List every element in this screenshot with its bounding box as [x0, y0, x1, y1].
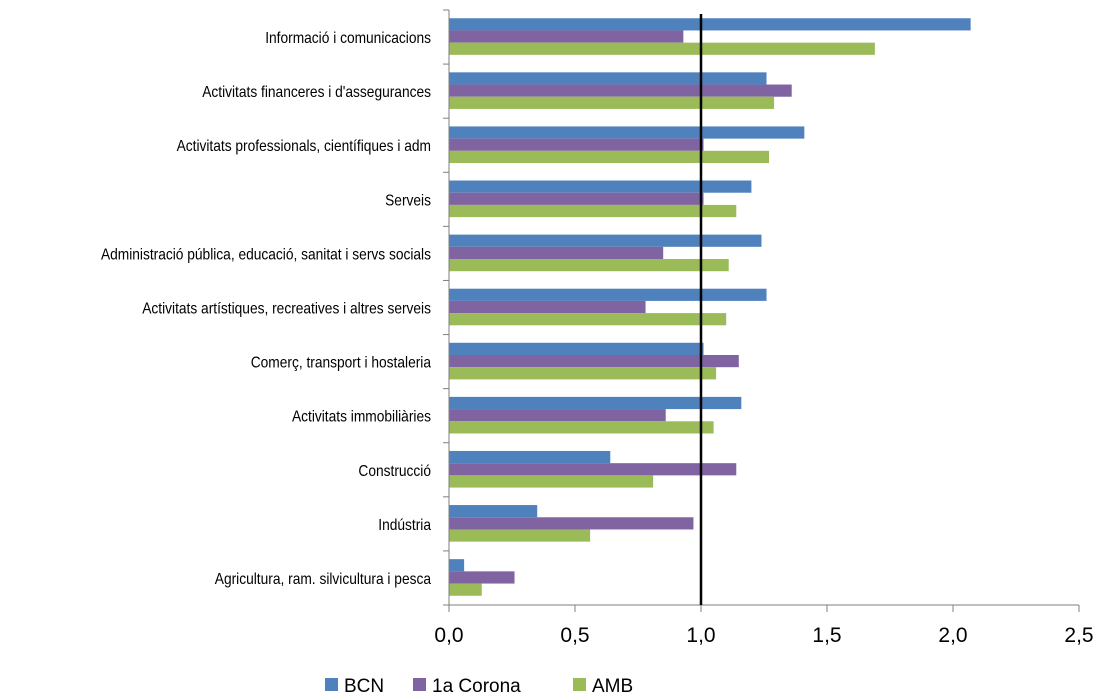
bar	[449, 96, 775, 109]
bar	[449, 583, 482, 596]
legend-label: 1a Corona	[432, 676, 521, 696]
bar	[449, 367, 717, 380]
category-label: Activitats immobiliàries	[292, 408, 431, 426]
x-tick-label: 0,0	[434, 624, 463, 647]
category-label: Administració pública, educació, sanitat…	[101, 245, 431, 263]
bar	[449, 246, 664, 260]
bar	[449, 421, 714, 434]
legend-swatch	[325, 678, 338, 691]
category-label: Construcció	[358, 462, 431, 480]
bar	[449, 42, 875, 55]
bar	[449, 559, 465, 572]
legend-label: AMB	[592, 676, 633, 696]
x-tick-label: 1,5	[812, 624, 841, 647]
bar	[449, 300, 646, 314]
bar	[449, 571, 515, 584]
x-tick-label: 2,0	[938, 624, 967, 647]
bar	[449, 30, 684, 43]
bar	[449, 84, 792, 97]
bar	[449, 409, 666, 422]
category-label: Activitats financeres i d'assegurances	[202, 83, 431, 101]
bar	[449, 463, 737, 476]
bar	[449, 138, 704, 151]
category-label: Comerç, transport i hostaleria	[251, 354, 432, 372]
bar	[449, 517, 694, 530]
bar	[449, 204, 737, 218]
category-label: Agricultura, ram. silvicultura i pesca	[215, 570, 432, 588]
bar	[449, 475, 654, 488]
bar	[449, 354, 739, 368]
bar	[449, 234, 762, 247]
bar	[449, 180, 752, 193]
x-tick-label: 2,5	[1064, 624, 1093, 647]
category-label: Activitats artístiques, recreatives i al…	[142, 300, 431, 318]
legend-label: BCN	[344, 676, 384, 696]
bar	[449, 192, 704, 205]
legend-swatch	[573, 678, 586, 691]
bar	[449, 150, 770, 164]
bar	[449, 313, 727, 326]
bar	[449, 72, 767, 85]
bar	[449, 396, 742, 410]
bar	[449, 259, 729, 272]
category-label: Serveis	[385, 191, 431, 209]
bar	[449, 529, 591, 542]
bar	[449, 450, 611, 464]
bar	[449, 288, 767, 301]
x-tick-label: 0,5	[560, 624, 589, 647]
bar	[449, 126, 805, 139]
category-label: Informació i comunicacions	[265, 29, 431, 47]
bar	[449, 18, 971, 31]
legend-swatch	[413, 678, 426, 691]
bar	[449, 505, 538, 518]
category-label: Activitats professionals, científiques i…	[177, 137, 431, 155]
x-tick-label: 1,0	[686, 624, 715, 647]
bar	[449, 342, 704, 355]
category-label: Indústria	[378, 516, 431, 534]
